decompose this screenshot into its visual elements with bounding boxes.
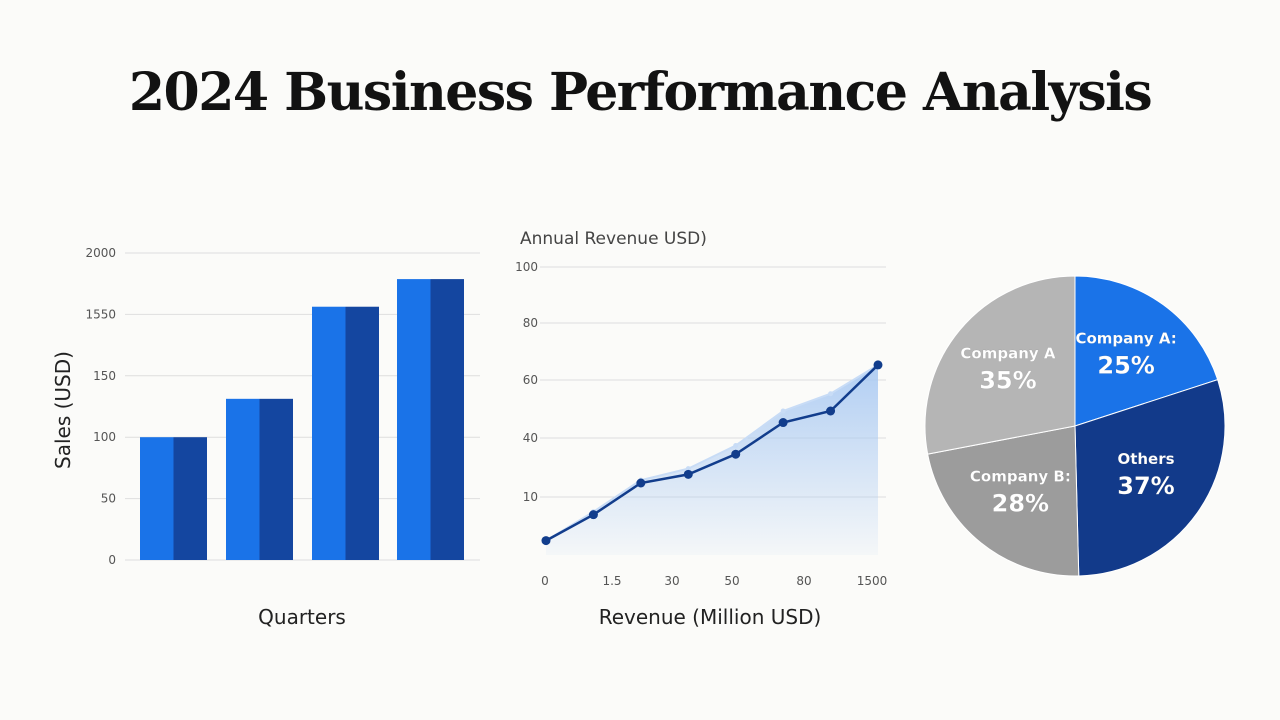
bar-y-ticks: 0 50 100 150 1550 2000 [85, 246, 116, 567]
pie-slice [924, 275, 1076, 455]
bar-y-tick-label: 0 [108, 553, 116, 567]
line-series [541, 360, 883, 546]
area-fill [546, 364, 878, 555]
line-y-tick-label: 100 [515, 260, 538, 274]
revenue-point [778, 418, 788, 428]
bar-dark-half [259, 398, 293, 560]
bar-bars [140, 279, 464, 560]
area-upper-line [545, 364, 879, 542]
pie-slice [927, 425, 1080, 577]
line-y-tick-label: 80 [523, 316, 538, 330]
bar-light-half [397, 279, 431, 560]
bar-y-tick-label: 150 [93, 369, 116, 383]
area-upper-point [685, 466, 691, 472]
pie-slices [924, 275, 1226, 577]
line-x-tick-label: 0 [541, 574, 549, 588]
line-x-tick-label: 30 [664, 574, 679, 588]
line-y-ticks: 10 40 60 80 100 [515, 260, 538, 504]
area-upper-point [828, 391, 834, 397]
pie-slice-percent: 25% [1097, 352, 1154, 380]
pie-slice-percent: 28% [992, 490, 1049, 518]
line-x-tick-label: 50 [724, 574, 739, 588]
line-chart-title: Annual Revenue USD) [520, 229, 707, 249]
revenue-point [873, 360, 883, 370]
revenue-point [683, 469, 693, 479]
pie-slice-percent: 35% [979, 367, 1036, 395]
bar-light-half [312, 306, 346, 560]
pie-labels: Company A 35% Company A: 25% Others 37% Compan… [960, 329, 1177, 518]
bar-y-tick-label: 1550 [85, 307, 116, 321]
bar-y-tick-label: 100 [93, 430, 116, 444]
page-title: 2024 Business Performance Analysis [128, 62, 1153, 123]
line-y-tick-label: 60 [523, 373, 538, 387]
line-x-tick-label: 1.5 [602, 574, 621, 588]
line-y-tick-label: 40 [523, 431, 538, 445]
area-upper-point [780, 408, 786, 414]
line-x-ticks: 0 1.5 30 50 80 1500 [541, 574, 887, 588]
bar-light-half [226, 398, 260, 560]
pie-slice-percent: 37% [1117, 472, 1174, 500]
bar-y-tick-label: 50 [101, 492, 116, 506]
revenue-point [826, 406, 836, 416]
pie-slice-label: Company B: [970, 468, 1071, 486]
bar-dark-half [430, 279, 464, 560]
area-upper-point [733, 443, 739, 449]
bar-y-tick-label: 2000 [85, 246, 116, 260]
bar-dark-half [345, 306, 379, 560]
bar-light-half [140, 437, 174, 560]
pie-slice-label: Company A [960, 345, 1055, 363]
pie-slice-label: Company A: [1075, 330, 1176, 348]
pie-slice [1074, 275, 1219, 427]
bar-x-axis-label: Quarters [258, 605, 346, 629]
pie-slice-label: Others [1117, 450, 1174, 468]
revenue-point [636, 478, 646, 488]
line-x-tick-label: 1500 [857, 574, 888, 588]
line-x-tick-label: 80 [796, 574, 811, 588]
line-y-tick-label: 10 [523, 490, 538, 504]
line-x-axis-label: Revenue (Million USD) [599, 605, 822, 629]
revenue-line [545, 364, 879, 542]
revenue-point [588, 510, 598, 520]
pie-slice [1074, 379, 1226, 577]
revenue-point [731, 449, 741, 459]
revenue-point [541, 536, 551, 546]
bar-y-axis-label: Sales (USD) [51, 351, 75, 469]
bar-dark-half [173, 437, 207, 560]
